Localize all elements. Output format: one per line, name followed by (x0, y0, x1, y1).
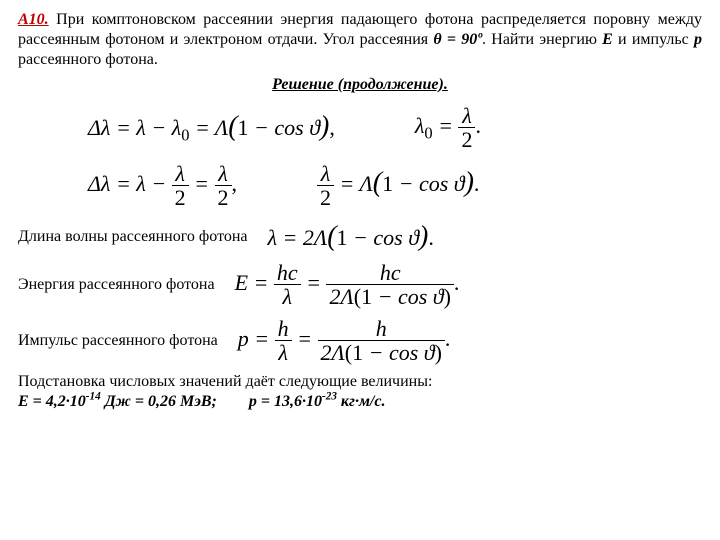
eq1b-eq: = (433, 113, 459, 138)
eq2a-lhs: Δλ = λ − (88, 171, 172, 196)
momentum-p: p = (238, 326, 275, 351)
eq2a-comma: , (232, 171, 238, 196)
eq2a-mid: = (189, 171, 215, 196)
problem-E: E (602, 31, 613, 48)
momentum-den1: λ (275, 341, 292, 365)
result-E-unit: Дж = 0,26 МэВ; (101, 393, 217, 410)
eq2a-den1: 2 (172, 186, 189, 210)
eq1a-comma: , (329, 115, 335, 140)
energy-expr: E = hcλ = hc2Λ(1 − cos ϑ). (235, 261, 460, 309)
results-block: Подстановка числовых значений даёт следу… (18, 373, 702, 411)
eq2a: Δλ = λ − λ2 = λ2, (88, 162, 237, 210)
momentum-expr: p = hλ = h2Λ(1 − cos ϑ). (238, 317, 451, 365)
eq1a-lhs: Δλ = λ − λ (88, 115, 181, 140)
energy-dot: . (454, 270, 460, 295)
problem-text-2: . Найти энергию (482, 31, 602, 48)
momentum-num1: h (275, 317, 292, 341)
lambda-expr: λ = 2Λ(1 − cos ϑ). (268, 221, 434, 253)
problem-label: А10. (18, 11, 49, 28)
result-E: E = 4,2·10-14 Дж = 0,26 МэВ; (18, 393, 217, 410)
result-p: p = 13,6·10-23 кг·м/с. (249, 393, 386, 410)
lambda-label: Длина волны рассеянного фотона (18, 228, 268, 246)
energy-label: Энергия рассеянного фотона (18, 276, 235, 294)
problem-and: и импульс (613, 31, 694, 48)
lambda-line: Длина волны рассеянного фотона λ = 2Λ(1 … (18, 221, 702, 253)
energy-E: E = (235, 270, 274, 295)
energy-den1: λ (274, 285, 301, 309)
eq1b-den: 2 (458, 128, 475, 152)
momentum-line: Импульс рассеянного фотона p = hλ = h2Λ(… (18, 317, 702, 365)
energy-line: Энергия рассеянного фотона E = hcλ = hc2… (18, 261, 702, 309)
energy-den2-pre: 2Λ (329, 284, 353, 309)
result-E-val: E = 4,2·10 (18, 393, 86, 410)
lambda-dot: . (428, 225, 434, 250)
momentum-dot: . (445, 326, 451, 351)
eq2b-num: λ (317, 162, 334, 186)
result-p-val: p = 13,6·10 (249, 393, 322, 410)
eq2b-mid: = Λ (334, 171, 373, 196)
problem-p: p (694, 31, 702, 48)
page: А10. При комптоновском рассеянии энергия… (0, 0, 720, 411)
momentum-num2: h (318, 317, 445, 341)
solution-title: Решение (продолжение). (18, 76, 702, 94)
eq2a-num2: λ (215, 162, 232, 186)
eq2a-num1: λ (172, 162, 189, 186)
results-intro: Подстановка числовых значений даёт следу… (18, 373, 702, 391)
problem-tail: рассеянного фотона. (18, 51, 158, 68)
equation-row-2: Δλ = λ − λ2 = λ2, λ2 = Λ(1 − cos ϑ). (88, 162, 702, 210)
results-gap (221, 393, 245, 410)
eq2b-den: 2 (317, 186, 334, 210)
eq1b-dot: . (475, 113, 481, 138)
eq1b-num: λ (458, 104, 475, 128)
eq2a-den2: 2 (215, 186, 232, 210)
momentum-eq: = (292, 326, 318, 351)
energy-eq: = (301, 270, 327, 295)
eq1a-mid: = Λ (189, 115, 228, 140)
eq1b-lam0: λ (415, 113, 425, 138)
problem-theta: θ = 90º (433, 31, 482, 48)
eq1b: λ0 = λ2. (415, 104, 481, 152)
energy-num2: hc (326, 261, 453, 285)
equation-row-1: Δλ = λ − λ0 = Λ(1 − cos ϑ), λ0 = λ2. (88, 104, 702, 152)
eq2b: λ2 = Λ(1 − cos ϑ). (317, 162, 479, 210)
result-p-unit: кг·м/с. (337, 393, 386, 410)
energy-num1: hc (274, 261, 301, 285)
problem-statement: А10. При комптоновском рассеянии энергия… (18, 10, 702, 70)
eq1a: Δλ = λ − λ0 = Λ(1 − cos ϑ), (88, 111, 335, 145)
lambda-pre: λ = 2Λ (268, 225, 328, 250)
result-p-exp: -23 (322, 391, 337, 403)
momentum-den2-pre: 2Λ (321, 340, 345, 365)
eq2b-dot: . (474, 171, 480, 196)
result-E-exp: -14 (86, 391, 101, 403)
results-values: E = 4,2·10-14 Дж = 0,26 МэВ; p = 13,6·10… (18, 391, 702, 411)
eq1b-sub0: 0 (424, 124, 432, 143)
momentum-label: Импульс рассеянного фотона (18, 332, 238, 350)
